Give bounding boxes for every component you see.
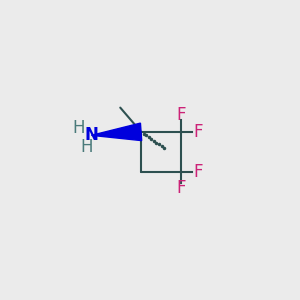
Text: N: N [84, 126, 98, 144]
Text: H: H [80, 138, 93, 156]
Text: F: F [177, 179, 186, 197]
Polygon shape [92, 123, 142, 141]
Text: F: F [177, 106, 186, 124]
Text: F: F [193, 123, 202, 141]
Text: H: H [72, 119, 85, 137]
Text: F: F [193, 163, 202, 181]
